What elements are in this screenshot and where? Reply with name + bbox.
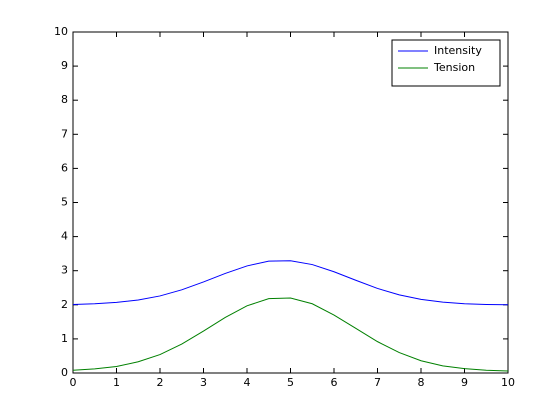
- x-tick-label: 9: [461, 376, 468, 389]
- x-tick-label: 0: [70, 376, 77, 389]
- x-tick-label: 6: [331, 376, 338, 389]
- y-tick-label: 5: [61, 196, 68, 209]
- y-tick-label: 0: [61, 366, 68, 379]
- x-tick-label: 3: [200, 376, 207, 389]
- x-tick-label: 1: [113, 376, 120, 389]
- x-tick-label: 4: [244, 376, 251, 389]
- y-tick-label: 10: [54, 25, 68, 38]
- x-tick-label: 8: [418, 376, 425, 389]
- line-series: [72, 260, 509, 306]
- y-tick-label: 9: [61, 59, 68, 72]
- x-tick-label: 7: [374, 376, 381, 389]
- legend-box: [391, 39, 501, 87]
- line-series: [72, 297, 509, 372]
- y-tick-label: 7: [61, 127, 68, 140]
- x-tick-label: 5: [287, 376, 294, 389]
- x-tick-label: 2: [157, 376, 164, 389]
- legend-label: Tension: [433, 61, 475, 74]
- axes-box: [72, 31, 509, 374]
- y-tick-label: 8: [61, 93, 68, 106]
- x-tick-label: 10: [501, 376, 515, 389]
- legend-label: Intensity: [434, 44, 482, 57]
- y-tick-label: 4: [61, 230, 68, 243]
- y-tick-label: 6: [61, 161, 68, 174]
- y-tick-label: 2: [61, 298, 68, 311]
- y-tick-label: 3: [61, 264, 68, 277]
- y-tick-label: 1: [61, 332, 68, 345]
